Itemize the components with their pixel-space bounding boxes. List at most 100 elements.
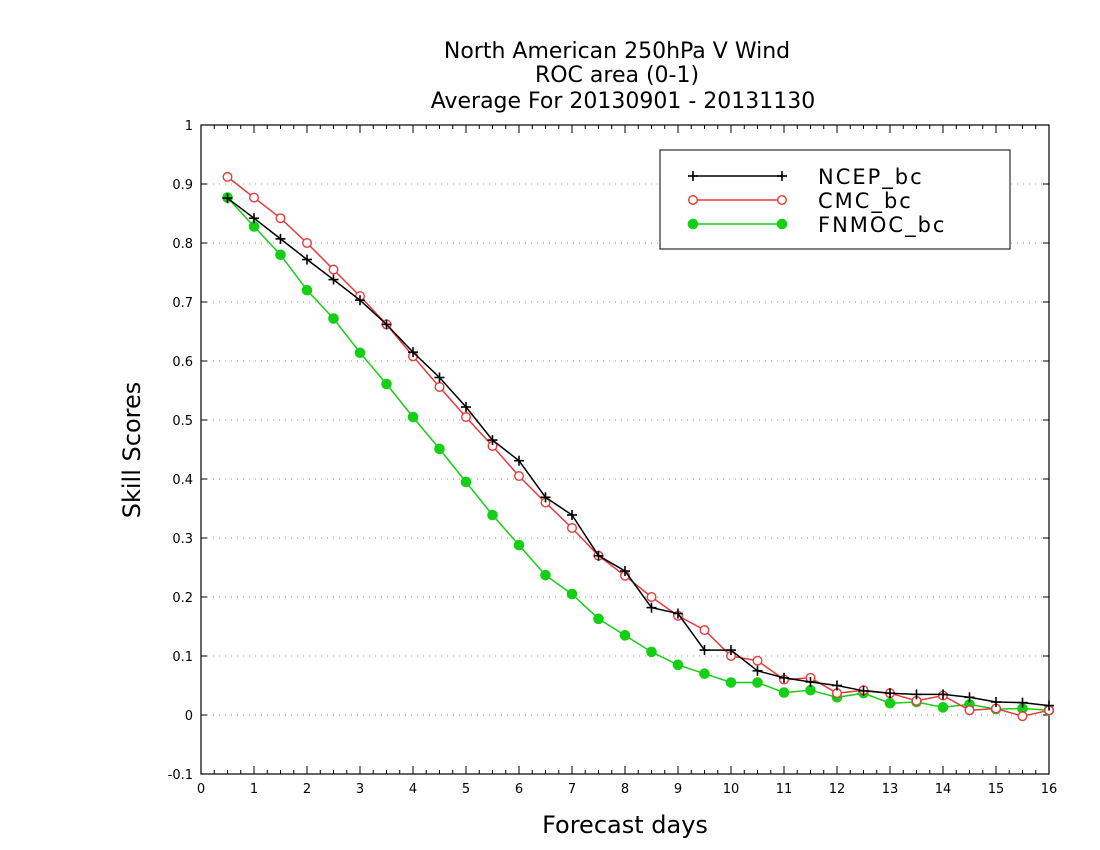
data-point-cmc-bc-4 — [328, 264, 339, 275]
data-point-ncep-bc-17 — [673, 608, 683, 619]
data-point-ncep-bc-22 — [805, 676, 816, 687]
data-point-cmc-bc-20 — [752, 655, 763, 666]
data-point-ncep-bc-6 — [381, 319, 392, 330]
series-cmc-bc — [222, 171, 1054, 722]
data-point-ncep-bc-0 — [222, 193, 233, 204]
y-axis-label: Skill Scores — [118, 382, 146, 519]
data-point-fnmoc-bc-8 — [434, 443, 445, 455]
y-tick-label-0: -0.1 — [168, 768, 193, 783]
legend-swatch-fnmoc-bc — [687, 218, 788, 230]
data-point-ncep-bc-4 — [328, 274, 339, 285]
data-point-ncep-bc-1 — [249, 213, 259, 224]
x-tick-label-16: 16 — [1041, 782, 1058, 797]
data-point-fnmoc-bc-5 — [354, 347, 366, 359]
data-point-cmc-bc-18 — [699, 625, 710, 636]
legend-label-ncep: NCEP_bc — [818, 165, 924, 190]
data-point-fnmoc-bc-2 — [275, 249, 286, 261]
y-tick-label-6: 0.5 — [172, 414, 193, 429]
data-point-ncep-bc-11 — [514, 455, 524, 466]
x-tick-label-4: 4 — [409, 782, 417, 797]
x-tick-label-7: 7 — [568, 782, 576, 797]
x-tick-label-10: 10 — [723, 782, 740, 797]
data-point-cmc-bc-3 — [302, 237, 313, 248]
x-tick-label-9: 9 — [674, 782, 682, 797]
data-point-cmc-bc-2 — [275, 213, 286, 224]
data-point-ncep-bc-13 — [567, 509, 577, 520]
x-tick-label-8: 8 — [621, 782, 629, 797]
chart-title-line-1: North American 250hPa V Wind — [444, 39, 790, 64]
chart-title-line-3: Average For 20130901 - 20131130 — [431, 89, 816, 114]
x-tick-label-0: 0 — [197, 782, 205, 797]
legend-label-cmc: CMC_bc — [818, 189, 913, 214]
data-point-ncep-bc-21 — [779, 672, 789, 683]
data-point-fnmoc-bc-12 — [540, 569, 551, 581]
legend-swatch-ncep-bc — [688, 171, 787, 181]
x-axis-label: Forecast days — [542, 811, 708, 839]
data-point-ncep-bc-26 — [911, 689, 922, 700]
x-tick-label-6: 6 — [515, 782, 523, 797]
data-point-ncep-bc-8 — [434, 372, 445, 383]
series-line-fnmoc-bc — [226, 197, 1050, 712]
data-point-fnmoc-bc-3 — [301, 284, 313, 296]
data-point-ncep-bc-18 — [699, 645, 710, 656]
data-point-fnmoc-bc-10 — [487, 509, 498, 521]
data-point-fnmoc-bc-20 — [752, 677, 763, 688]
x-tick-label-2: 2 — [303, 782, 311, 797]
data-point-ncep-bc-9 — [461, 402, 471, 413]
y-tick-label-9: 0.8 — [172, 237, 193, 252]
data-point-cmc-bc-1 — [248, 192, 259, 203]
data-point-fnmoc-bc-13 — [566, 588, 578, 600]
y-tick-label-10: 0.9 — [172, 178, 193, 193]
chart-title-line-2: ROC area (0-1) — [535, 63, 699, 88]
x-tick-label-14: 14 — [935, 782, 952, 797]
data-point-fnmoc-bc-19 — [725, 677, 737, 688]
series-line-ncep-bc — [227, 197, 1050, 707]
data-point-cmc-bc-11 — [514, 471, 525, 482]
x-tick-label-15: 15 — [988, 782, 1005, 797]
y-tick-label-2: 0.1 — [172, 650, 193, 665]
legend-label-fnmoc: FNMOC_bc — [818, 213, 946, 238]
data-point-cmc-bc-16 — [646, 592, 657, 603]
data-point-cmc-bc-30 — [1017, 711, 1028, 722]
x-tick-label-3: 3 — [356, 782, 364, 797]
data-point-ncep-bc-12 — [540, 492, 551, 503]
y-tick-label-3: 0.2 — [172, 591, 193, 606]
data-point-fnmoc-bc-7 — [407, 411, 419, 423]
data-point-ncep-bc-16 — [646, 602, 657, 613]
data-point-cmc-bc-0 — [222, 171, 233, 182]
data-point-fnmoc-bc-6 — [381, 378, 392, 390]
y-tick-label-7: 0.6 — [172, 355, 193, 370]
series-line-cmc-bc — [227, 176, 1050, 717]
data-point-cmc-bc-28 — [964, 705, 975, 716]
y-tick-label-11: 1 — [185, 119, 193, 134]
y-tick-label-5: 0.4 — [172, 473, 193, 488]
legend: NCEP_bc CMC_bc FNMOC_bc — [659, 149, 1011, 250]
y-tick-label-1: 0 — [185, 709, 193, 724]
data-point-fnmoc-bc-11 — [513, 539, 525, 551]
data-point-ncep-bc-20 — [752, 665, 763, 676]
data-point-fnmoc-bc-17 — [672, 659, 684, 671]
data-point-ncep-bc-7 — [408, 347, 418, 358]
data-point-fnmoc-bc-9 — [460, 476, 472, 488]
x-tick-label-12: 12 — [829, 782, 846, 797]
series-fnmoc-bc — [222, 192, 1055, 716]
series-layer — [222, 171, 1055, 722]
data-point-ncep-bc-27 — [938, 689, 948, 700]
data-point-ncep-bc-30 — [1017, 697, 1028, 708]
data-point-ncep-bc-25 — [885, 688, 895, 699]
data-point-ncep-bc-31 — [1044, 700, 1054, 711]
x-tick-label-5: 5 — [462, 782, 470, 797]
data-point-cmc-bc-9 — [461, 412, 472, 423]
data-point-ncep-bc-29 — [991, 697, 1001, 708]
data-point-cmc-bc-8 — [434, 381, 445, 392]
data-point-ncep-bc-2 — [275, 233, 286, 244]
data-point-ncep-bc-10 — [487, 435, 498, 446]
data-point-fnmoc-bc-15 — [619, 630, 631, 641]
data-point-ncep-bc-28 — [964, 692, 975, 703]
axis-ticks: -0.100.10.20.30.40.50.60.70.80.910 1 2 3 4 5 6… — [168, 119, 1058, 797]
data-point-cmc-bc-13 — [567, 522, 578, 533]
data-point-ncep-bc-19 — [726, 645, 736, 656]
legend-items — [687, 171, 788, 230]
x-tick-label-1: 1 — [250, 782, 258, 797]
